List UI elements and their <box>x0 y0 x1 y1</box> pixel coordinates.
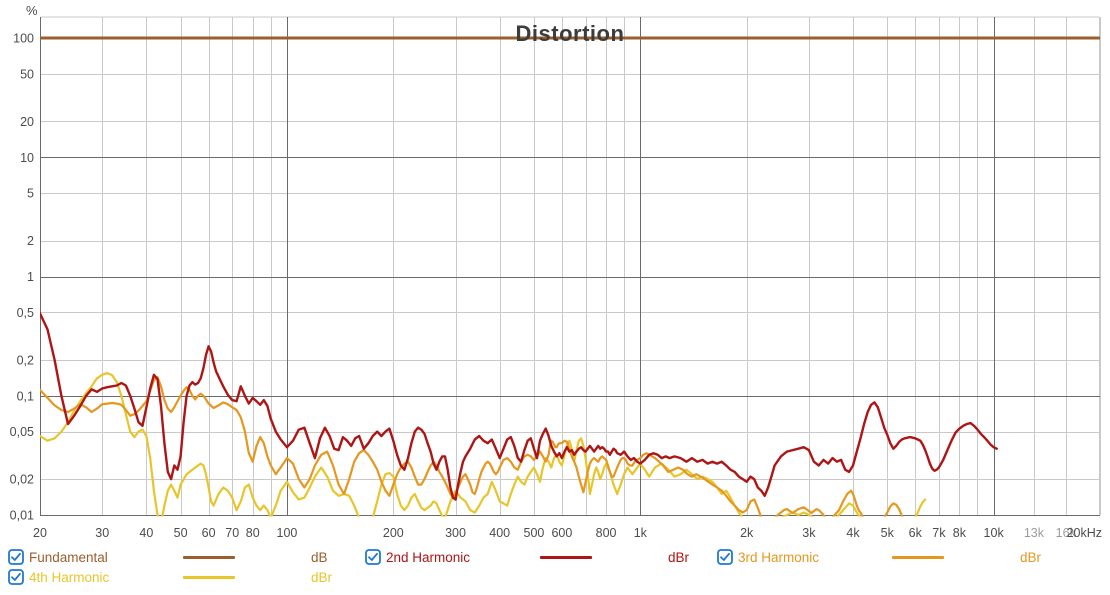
legend-line-sample-3rd-harmonic <box>892 556 944 559</box>
checkbox-checked-icon <box>365 549 381 565</box>
legend-unit-fundamental: dB <box>311 550 328 565</box>
x-tick-label: 100 <box>277 526 298 540</box>
y-tick-label: 20 <box>20 115 34 129</box>
legend-line-sample-fundamental <box>183 556 235 559</box>
legend-checkbox-fundamental[interactable] <box>8 549 24 565</box>
y-tick-label: 0,5 <box>17 306 34 320</box>
curve-4th-harmonic <box>40 372 927 517</box>
legend-unit-4th-harmonic: dBr <box>311 570 333 585</box>
x-tick-label: 1k <box>634 526 648 540</box>
x-tick-label: 40 <box>139 526 153 540</box>
legend-label-3rd-harmonic: 3rd Harmonic <box>738 550 820 565</box>
y-tick-label: 0,05 <box>10 425 34 439</box>
y-tick-label: 50 <box>20 67 34 81</box>
x-tick-label: 5k <box>881 526 895 540</box>
x-tick-label: 300 <box>445 526 466 540</box>
legend-checkbox-4th-harmonic[interactable] <box>8 569 24 585</box>
legend-unit-3rd-harmonic: dBr <box>1020 550 1042 565</box>
y-tick-label: 10 <box>20 151 34 165</box>
x-tick-label: 2k <box>740 526 754 540</box>
x-tick-label: 16k <box>1056 526 1077 540</box>
x-tick-label: 30 <box>95 526 109 540</box>
x-tick-label: 80 <box>246 526 260 540</box>
x-tick-label: 8k <box>953 526 967 540</box>
x-tick-label: 400 <box>489 526 510 540</box>
y-tick-label: 2 <box>27 234 34 248</box>
x-tick-label: 70 <box>225 526 239 540</box>
x-tick-label: 20kHz <box>1067 526 1102 540</box>
y-tick-label: 100 <box>13 32 34 46</box>
y-tick-label: 0,1 <box>17 389 34 403</box>
curve-2nd-harmonic <box>40 312 998 501</box>
plot-area[interactable]: 100 50 20 10 5 2 1 0,5 0,2 0,1 0,05 0,02 0,01 20 30 40 5… <box>0 0 1110 545</box>
y-tick-label: 0,02 <box>10 473 34 487</box>
x-tick-label: 4k <box>846 526 860 540</box>
legend-line-sample-2nd-harmonic <box>540 556 592 559</box>
y-tick-label: 0,2 <box>17 353 34 367</box>
x-tick-label: 20 <box>33 526 47 540</box>
legend-checkbox-2nd-harmonic[interactable] <box>365 549 381 565</box>
legend-label-4th-harmonic: 4th Harmonic <box>29 570 110 585</box>
legend-unit-2nd-harmonic: dBr <box>668 550 690 565</box>
x-tick-label: 10k <box>984 526 1005 540</box>
x-tick-label: 800 <box>596 526 617 540</box>
x-tick-label: 500 <box>524 526 545 540</box>
y-tick-label: 1 <box>27 270 34 284</box>
x-tick-label: 60 <box>202 526 216 540</box>
gridlines-minor <box>40 16 1101 515</box>
checkbox-checked-icon <box>8 549 24 565</box>
legend-label-fundamental: Fundamental <box>29 550 108 565</box>
y-tick-label: 5 <box>27 187 34 201</box>
legend-line-sample-4th-harmonic <box>183 576 235 579</box>
x-tick-label: 200 <box>383 526 404 540</box>
x-tick-label: 13k <box>1024 526 1045 540</box>
x-tick-label: 600 <box>551 526 572 540</box>
x-tick-label: 7k <box>932 526 946 540</box>
legend-checkbox-3rd-harmonic[interactable] <box>717 549 733 565</box>
curves <box>40 36 1100 517</box>
y-axis-unit-label: % <box>26 3 38 18</box>
x-tick-label: 50 <box>174 526 188 540</box>
legend-label-2nd-harmonic: 2nd Harmonic <box>386 550 471 565</box>
checkbox-checked-icon <box>8 569 24 585</box>
axis-labels: 100 50 20 10 5 2 1 0,5 0,2 0,1 0,05 0,02 0,01 20 30 40 5… <box>10 32 1102 541</box>
curve-3rd-harmonic <box>40 376 904 517</box>
checkbox-checked-icon <box>717 549 733 565</box>
y-tick-label: 0,01 <box>10 509 34 523</box>
x-tick-label: 6k <box>909 526 923 540</box>
x-tick-label: 3k <box>802 526 816 540</box>
